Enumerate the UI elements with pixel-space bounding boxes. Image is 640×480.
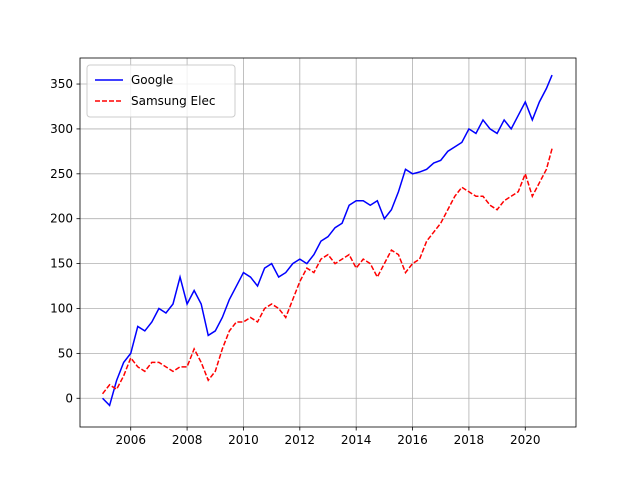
y-tick-label: 300	[50, 122, 73, 136]
series-line	[101, 148, 553, 395]
y-tick-label: 100	[50, 301, 73, 315]
x-tick-label: 2014	[341, 433, 372, 447]
y-tick-label: 200	[50, 212, 73, 226]
legend: Google Samsung Elec	[86, 64, 236, 118]
x-tick-label: 2016	[397, 433, 428, 447]
x-tick-label: 2008	[172, 433, 203, 447]
y-tick-label: 150	[50, 257, 73, 271]
legend-frame	[86, 64, 236, 118]
plot-frame	[79, 57, 577, 428]
x-tick-label: 2018	[454, 433, 485, 447]
y-tick-label: 350	[50, 77, 73, 91]
y-tick-label: 50	[58, 346, 73, 360]
legend-label: Google	[131, 73, 173, 87]
x-tick-label: 2010	[228, 433, 259, 447]
x-tick-label: 2012	[285, 433, 316, 447]
series-line	[102, 74, 553, 407]
x-tick-label: 2020	[510, 433, 541, 447]
x-tick-label: 2006	[115, 433, 146, 447]
y-tick-label: 0	[65, 391, 73, 405]
y-tick-label: 250	[50, 167, 73, 181]
legend-label: Samsung Elec	[131, 94, 215, 108]
